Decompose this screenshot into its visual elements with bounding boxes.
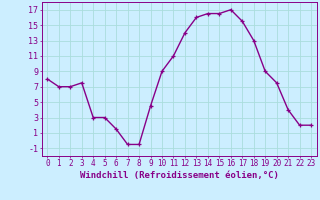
X-axis label: Windchill (Refroidissement éolien,°C): Windchill (Refroidissement éolien,°C): [80, 171, 279, 180]
